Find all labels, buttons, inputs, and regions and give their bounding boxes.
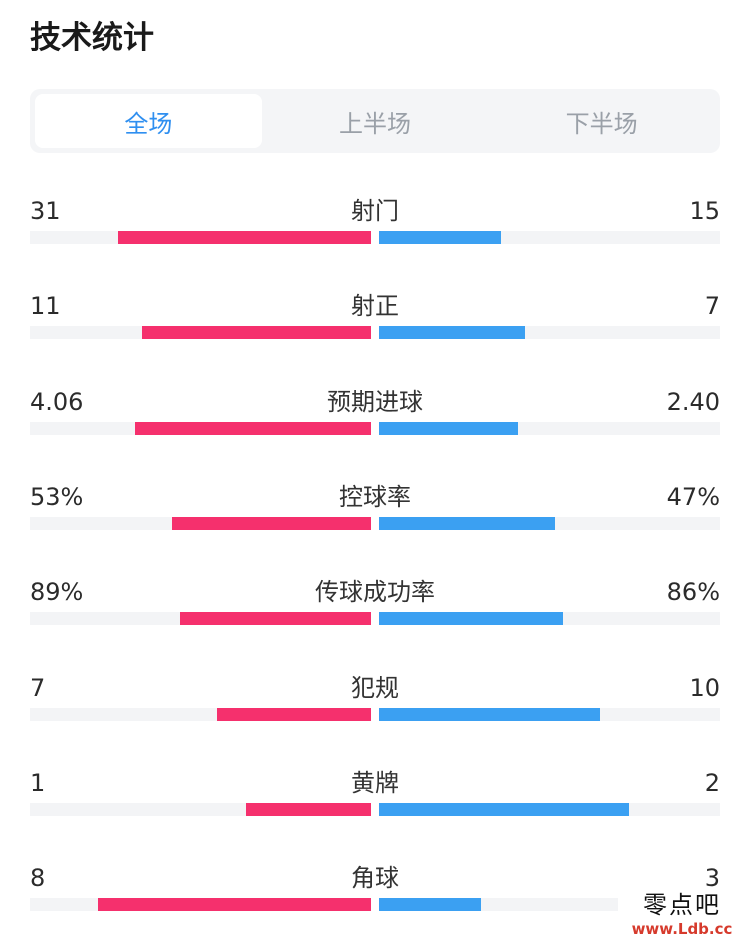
period-tabs: 全场 上半场 下半场 [30, 89, 720, 153]
home-bar [172, 517, 371, 530]
away-track [379, 803, 720, 816]
stat-row: 4.06 预期进球 2.40 [30, 386, 720, 446]
home-track [30, 326, 371, 339]
away-bar [379, 517, 555, 530]
away-value: 10 [689, 674, 720, 702]
watermark-brand: 零点吧 [643, 891, 721, 919]
home-track [30, 517, 371, 530]
home-track [30, 898, 371, 911]
away-value: 47% [666, 483, 720, 511]
home-value: 89% [30, 578, 84, 606]
home-bar [217, 708, 371, 721]
away-bar [379, 803, 629, 816]
tab-first-half[interactable]: 上半场 [339, 109, 411, 138]
away-bar [379, 422, 518, 435]
home-bar [135, 422, 371, 435]
away-bar [379, 708, 600, 721]
away-track [379, 326, 720, 339]
away-bar [379, 612, 563, 625]
stat-row: 31 射门 15 [30, 195, 720, 255]
stat-row: 89% 传球成功率 86% [30, 576, 720, 636]
tab-full-match[interactable]: 全场 [35, 94, 262, 148]
home-value: 8 [30, 864, 46, 892]
away-track [379, 231, 720, 244]
home-bar [118, 231, 371, 244]
stat-name: 预期进球 [327, 388, 423, 416]
watermark: 零点吧 www.Ldb.cc [618, 890, 746, 938]
home-value: 7 [30, 674, 46, 702]
home-value: 53% [30, 483, 84, 511]
stat-row: 11 射正 7 [30, 290, 720, 350]
watermark-url: www.Ldb.cc [631, 920, 733, 938]
stat-row: 7 犯规 10 [30, 672, 720, 732]
home-track [30, 422, 371, 435]
home-bar [246, 803, 371, 816]
home-value: 1 [30, 769, 46, 797]
away-value: 2 [704, 769, 720, 797]
home-value: 4.06 [30, 388, 84, 416]
home-track [30, 231, 371, 244]
home-track [30, 612, 371, 625]
home-bar [180, 612, 371, 625]
stat-name: 控球率 [339, 483, 411, 511]
stat-row: 1 黄牌 2 [30, 767, 720, 827]
home-track [30, 708, 371, 721]
home-track [30, 803, 371, 816]
away-track [379, 422, 720, 435]
stat-row: 53% 控球率 47% [30, 481, 720, 541]
stat-name: 射正 [351, 292, 399, 320]
home-bar [98, 898, 371, 911]
home-value: 31 [30, 197, 61, 225]
away-bar [379, 898, 481, 911]
away-value: 86% [666, 578, 720, 606]
home-bar [142, 326, 371, 339]
away-track [379, 708, 720, 721]
page-title: 技术统计 [30, 20, 154, 56]
away-value: 15 [689, 197, 720, 225]
away-track [379, 517, 720, 530]
stat-name: 传球成功率 [315, 578, 435, 606]
stat-name: 犯规 [351, 674, 399, 702]
away-value: 3 [704, 864, 720, 892]
away-bar [379, 231, 501, 244]
stat-name: 角球 [351, 864, 399, 892]
away-track [379, 612, 720, 625]
stat-name: 黄牌 [351, 769, 399, 797]
away-bar [379, 326, 525, 339]
home-value: 11 [30, 292, 61, 320]
stat-name: 射门 [351, 197, 399, 225]
away-value: 2.40 [666, 388, 720, 416]
tab-second-half[interactable]: 下半场 [565, 109, 638, 138]
away-value: 7 [704, 292, 720, 320]
stat-row: 8 角球 3 [30, 862, 720, 922]
